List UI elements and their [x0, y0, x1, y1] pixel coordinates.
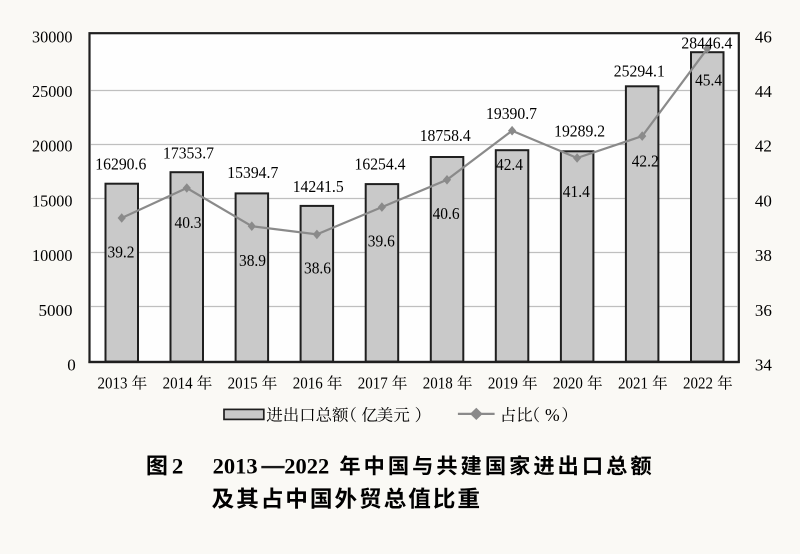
svg-text:25000: 25000	[32, 82, 73, 101]
svg-text:0: 0	[67, 355, 76, 374]
svg-text:20000: 20000	[32, 137, 73, 156]
svg-text:15394.7: 15394.7	[227, 163, 278, 182]
svg-text:39.2: 39.2	[108, 242, 135, 261]
svg-text:2017: 2017	[358, 373, 388, 392]
svg-text:2013: 2013	[213, 453, 258, 478]
svg-text:39.6: 39.6	[368, 231, 395, 250]
svg-text:38: 38	[755, 246, 772, 265]
svg-text:19289.2: 19289.2	[554, 122, 605, 141]
svg-text:2015: 2015	[228, 373, 258, 392]
svg-text:17353.7: 17353.7	[163, 144, 214, 163]
svg-text:41.4: 41.4	[563, 182, 590, 201]
svg-text:18758.4: 18758.4	[420, 126, 471, 145]
svg-text:2022: 2022	[284, 453, 329, 478]
svg-text:2018: 2018	[423, 373, 453, 392]
svg-text:40.3: 40.3	[175, 213, 202, 232]
svg-text:38.9: 38.9	[239, 251, 266, 270]
svg-text:2019: 2019	[488, 373, 518, 392]
svg-text:40.6: 40.6	[433, 204, 460, 223]
svg-text:46: 46	[755, 27, 772, 46]
svg-text:2021: 2021	[618, 373, 648, 392]
svg-text:42.2: 42.2	[632, 152, 659, 171]
svg-text:2: 2	[172, 453, 184, 478]
svg-text:5000: 5000	[39, 301, 73, 320]
svg-text:2016: 2016	[293, 373, 323, 392]
svg-text:40: 40	[755, 191, 772, 210]
svg-text:38.6: 38.6	[304, 259, 331, 278]
svg-text:44: 44	[755, 82, 773, 101]
svg-text:42.4: 42.4	[496, 155, 523, 174]
svg-text:34: 34	[755, 355, 773, 374]
svg-text:25294.1: 25294.1	[614, 61, 665, 80]
svg-text:28446.4: 28446.4	[681, 33, 732, 52]
svg-text:10000: 10000	[32, 246, 73, 265]
svg-text:42: 42	[755, 137, 772, 156]
svg-text:15000: 15000	[32, 191, 73, 210]
svg-text:14241.5: 14241.5	[293, 177, 344, 196]
svg-text:2013: 2013	[98, 373, 128, 392]
svg-text:36: 36	[755, 301, 772, 320]
svg-text:2022: 2022	[683, 373, 713, 392]
svg-text:2020: 2020	[553, 373, 583, 392]
svg-text:16254.4: 16254.4	[355, 155, 406, 174]
svg-text:%: %	[545, 405, 560, 425]
svg-text:16290.6: 16290.6	[95, 155, 146, 174]
svg-text:19390.7: 19390.7	[486, 104, 537, 123]
svg-text:2014: 2014	[163, 373, 193, 392]
svg-text:45.4: 45.4	[695, 71, 722, 90]
svg-text:30000: 30000	[32, 27, 73, 46]
